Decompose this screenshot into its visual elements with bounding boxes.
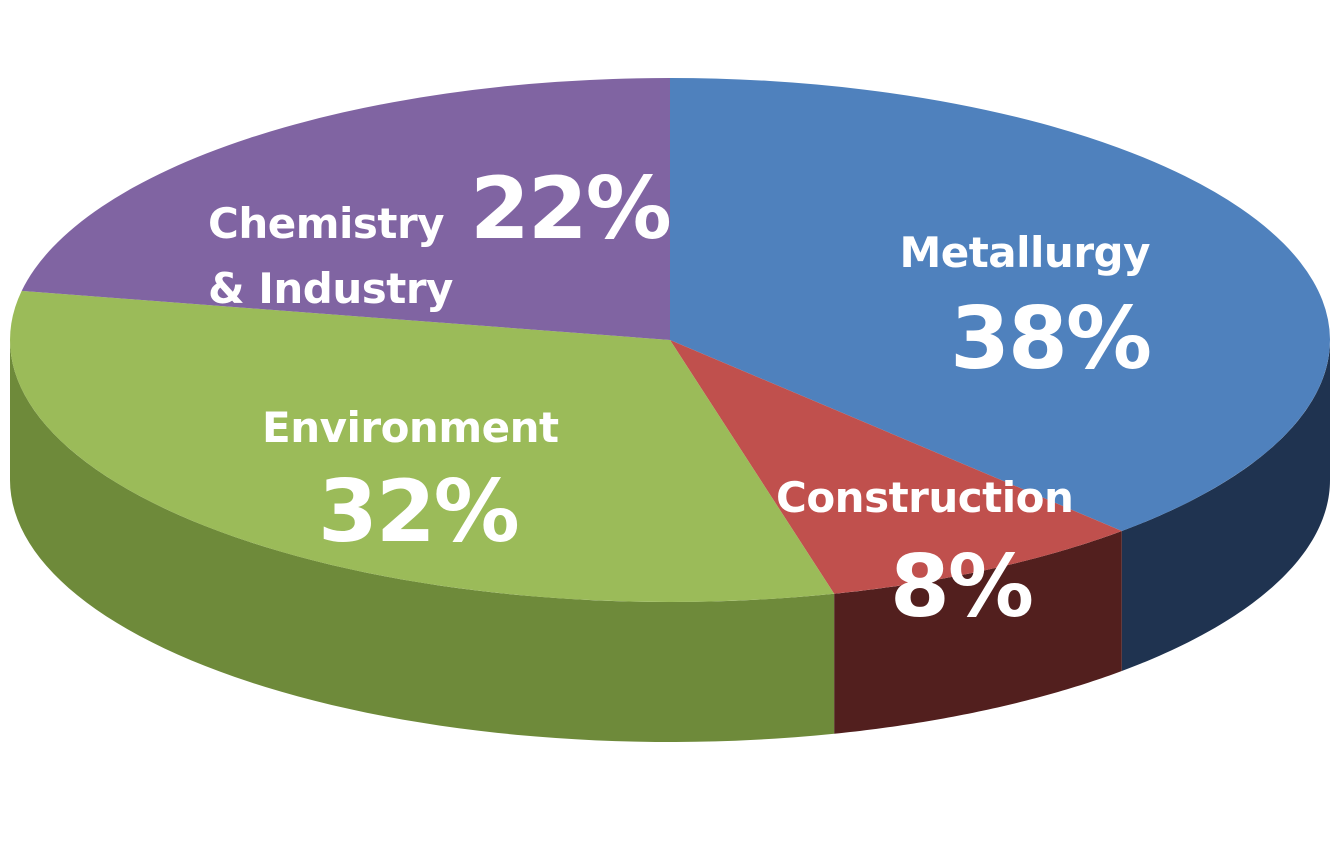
construction-label: Construction — [776, 473, 1074, 522]
environment-label: Environment — [262, 403, 559, 452]
chemistry-industry-name: Chemistry & Industry — [208, 198, 453, 313]
chemistry-industry-label: Chemistry & Industry — [208, 166, 453, 346]
metallurgy-value: 38% — [950, 289, 1152, 389]
chemistry-industry-value-label: 22% — [470, 159, 672, 259]
pie-slice-construction — [670, 340, 1122, 594]
pie-side-construction — [834, 530, 1122, 734]
pie-sides — [10, 340, 1330, 742]
pie-slice-chemistry — [21, 78, 670, 340]
pie-slice-environment — [10, 290, 835, 603]
chemistry-industry-value: 22% — [470, 159, 672, 259]
pie-side-environment — [10, 340, 835, 742]
construction-value-label: 8% — [890, 537, 1034, 637]
metallurgy-name: Metallurgy — [899, 228, 1150, 277]
environment-name: Environment — [262, 403, 559, 452]
pie-slice-metallurgy — [670, 78, 1330, 531]
pie-tops — [10, 78, 1330, 603]
pie-side-metallurgy — [1121, 340, 1330, 671]
environment-value-label: 32% — [318, 462, 520, 562]
metallurgy-value-label: 38% — [930, 289, 1152, 389]
construction-value: 8% — [890, 537, 1034, 637]
metallurgy-label: Metallurgy — [890, 228, 1150, 277]
construction-name: Construction — [776, 473, 1074, 522]
environment-value: 32% — [318, 462, 520, 562]
